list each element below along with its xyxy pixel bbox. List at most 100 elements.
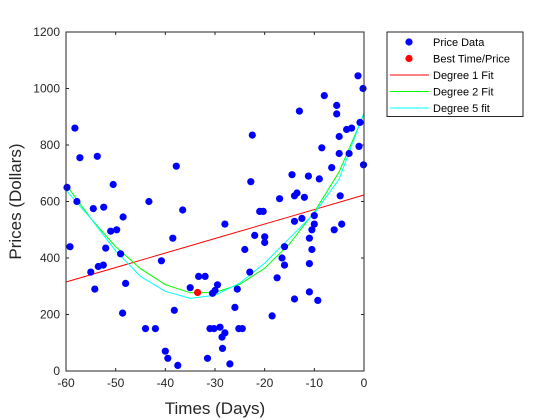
x-tick-label: -20 xyxy=(256,376,274,390)
price-data-point xyxy=(280,243,289,251)
best-time-price-legend-marker xyxy=(405,54,413,63)
price-data-point xyxy=(89,205,97,213)
price-data-point xyxy=(216,323,224,331)
price-data-point xyxy=(221,220,229,228)
price-data-point xyxy=(333,101,341,109)
y-tick-label: 600 xyxy=(40,195,60,209)
price-data-point xyxy=(261,233,269,241)
price-data-point xyxy=(170,306,178,314)
price-data-point xyxy=(315,175,323,183)
price-data-point xyxy=(280,261,289,269)
price-data-point xyxy=(246,268,254,276)
price-data-point xyxy=(218,344,227,352)
x-axis-label: Times (Days) xyxy=(165,399,265,418)
price-data-point xyxy=(211,286,219,295)
plot-area xyxy=(66,32,364,371)
price-data-point xyxy=(233,285,241,293)
price-data-point xyxy=(288,171,296,179)
axes-layer: -60 -50 -40 -30 -20 -10 0 0 200 400 600 800 1000 1200 xyxy=(33,25,367,390)
price-data-point xyxy=(238,325,246,333)
price-data-point xyxy=(174,361,182,369)
price-data-point xyxy=(251,231,259,239)
price-data-point xyxy=(300,193,308,201)
price-data-point xyxy=(221,329,229,337)
x-tick-label: -60 xyxy=(57,376,75,390)
y-tick-label: 200 xyxy=(40,308,60,322)
price-data-point xyxy=(169,234,177,242)
price-data-point xyxy=(308,226,316,234)
legend-label-best-time-price: Best Time/Price xyxy=(433,54,510,66)
best-time-price-point xyxy=(194,288,202,297)
y-tick-label: 400 xyxy=(40,251,60,265)
price-data-point xyxy=(305,288,313,296)
price-data-point xyxy=(141,325,150,333)
price-data-point xyxy=(290,217,299,225)
price-data-point xyxy=(268,312,276,320)
price-data-point xyxy=(226,360,234,368)
degree-1-fit-line xyxy=(65,194,365,283)
x-tick-label: -40 xyxy=(157,376,175,390)
y-tick-label: 800 xyxy=(40,138,60,152)
price-data-point xyxy=(310,212,318,220)
price-data-point xyxy=(333,110,341,118)
price-data-point xyxy=(305,260,313,268)
price-data-point xyxy=(290,295,299,303)
price-data-point xyxy=(195,272,203,280)
legend-label-degree-1-fit: Degree 1 Fit xyxy=(433,70,494,82)
price-data-point xyxy=(314,296,322,304)
x-tick-label: -30 xyxy=(206,376,224,390)
y-tick-label: 1000 xyxy=(33,82,60,96)
price-data-point xyxy=(320,92,328,100)
price-data-point xyxy=(308,245,316,254)
price-data-point xyxy=(87,268,95,276)
price-data-point xyxy=(119,213,127,221)
price-data-point xyxy=(354,72,362,80)
y-axis-label: Prices (Dollars) xyxy=(6,143,25,259)
price-data-point xyxy=(210,325,218,333)
price-data-point xyxy=(164,354,172,362)
price-data-point xyxy=(348,124,356,132)
price-data-point xyxy=(295,107,303,115)
price-data-point xyxy=(73,197,81,206)
price-data-point xyxy=(298,214,306,222)
price-data-point xyxy=(161,347,169,355)
legend-label-degree-2-fit: Degree 2 Fit xyxy=(433,87,494,99)
price-data-point xyxy=(231,303,239,311)
price-data-point xyxy=(109,180,117,189)
price-data-point xyxy=(356,118,364,126)
price-data-point xyxy=(66,243,74,251)
price-data-point xyxy=(145,197,153,206)
price-data-point xyxy=(335,132,343,141)
price-data-point xyxy=(247,178,255,186)
price-data-point xyxy=(76,154,84,162)
price-data-point xyxy=(330,226,338,234)
legend-box xyxy=(386,31,524,117)
price-data-point xyxy=(213,281,222,289)
price-data-point xyxy=(151,325,159,333)
price-data-point xyxy=(293,189,301,197)
price-points-layer xyxy=(63,72,368,369)
price-data-point xyxy=(261,238,269,247)
price-data-point xyxy=(273,274,281,282)
price-data-point xyxy=(172,162,180,170)
price-data-point xyxy=(338,220,346,228)
price-data-point xyxy=(318,144,326,152)
price-data-point xyxy=(107,227,115,235)
price-data-point xyxy=(328,164,336,172)
price-data-point xyxy=(345,149,353,158)
price-data-point xyxy=(186,284,194,292)
price-data-point xyxy=(113,226,121,234)
price-data-point xyxy=(201,272,209,280)
x-tick-label: -10 xyxy=(306,376,324,390)
price-data-point xyxy=(305,234,313,242)
x-tick-label: -50 xyxy=(107,376,125,390)
x-tick-label: 0 xyxy=(361,376,368,390)
legend-label-price-data: Price Data xyxy=(433,37,485,49)
price-data-point xyxy=(179,206,187,214)
price-data-point xyxy=(248,131,256,139)
price-data-point xyxy=(355,142,363,150)
price-data-point xyxy=(157,257,165,265)
price-data-point xyxy=(100,203,108,211)
price-data-point xyxy=(278,254,286,262)
